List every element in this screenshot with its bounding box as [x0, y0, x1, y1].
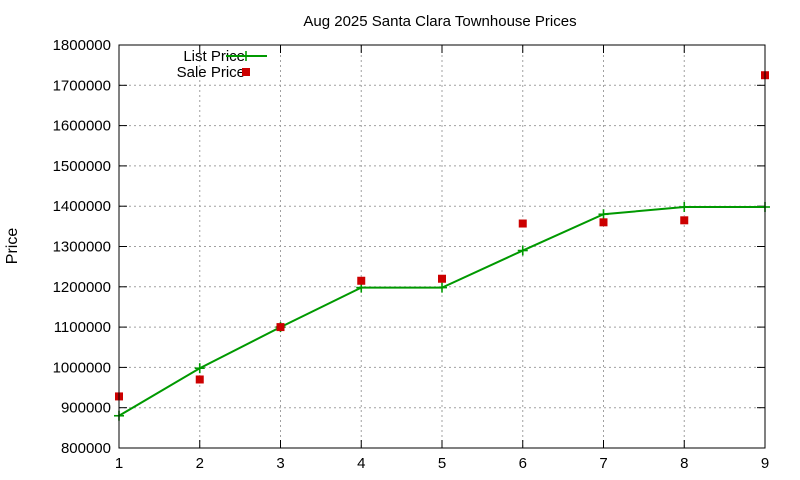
- legend-marker-sale-price: [242, 68, 250, 76]
- x-tick-label: 4: [357, 455, 365, 472]
- x-tick-label: 7: [599, 455, 607, 472]
- x-axis-ticks: 1 2 3 4 5 6 7 8 9: [115, 45, 769, 472]
- sale-price-point: [276, 323, 285, 332]
- y-tick-label: 1400000: [53, 198, 111, 215]
- y-tick-label: 1300000: [53, 239, 111, 256]
- x-tick-label: 3: [276, 455, 284, 472]
- y-axis-label: Price: [4, 228, 21, 265]
- chart-title: Aug 2025 Santa Clara Townhouse Prices: [303, 13, 576, 30]
- y-tick-label: 900000: [61, 400, 111, 417]
- x-tick-label: 2: [196, 455, 204, 472]
- legend-label-sale-price: Sale Price: [177, 64, 245, 81]
- sale-price-point: [195, 375, 204, 384]
- legend-label-list-price: List Price: [183, 48, 245, 65]
- grid: [119, 45, 765, 448]
- series-layer: [114, 71, 770, 421]
- x-tick-label: 8: [680, 455, 688, 472]
- y-tick-label: 1000000: [53, 359, 111, 376]
- list-price-point: [517, 245, 528, 256]
- y-tick-label: 800000: [61, 440, 111, 457]
- sale-price-point: [438, 274, 446, 283]
- y-tick-label: 1200000: [53, 279, 111, 296]
- y-tick-label: 1100000: [54, 319, 111, 336]
- x-tick-label: 9: [761, 455, 769, 472]
- sale-price-point: [599, 218, 608, 227]
- list-price-point: [598, 209, 609, 220]
- plot-frame: [118, 44, 766, 449]
- sale-price-point: [357, 276, 366, 285]
- y-tick-label: 1800000: [53, 37, 111, 54]
- list-price-point: [437, 282, 447, 293]
- list-price-point: [194, 363, 205, 374]
- x-tick-label: 6: [519, 455, 527, 472]
- x-tick-label: 5: [438, 455, 446, 472]
- sale-price-point: [518, 219, 527, 228]
- y-tick-label: 1600000: [53, 118, 111, 135]
- sale-price-point: [680, 216, 689, 225]
- y-tick-label: 1500000: [53, 158, 111, 175]
- list-price-point: [679, 202, 690, 213]
- legend-marker-list-price: [241, 51, 251, 61]
- y-tick-label: 1700000: [53, 77, 111, 94]
- x-tick-label: 1: [115, 455, 123, 472]
